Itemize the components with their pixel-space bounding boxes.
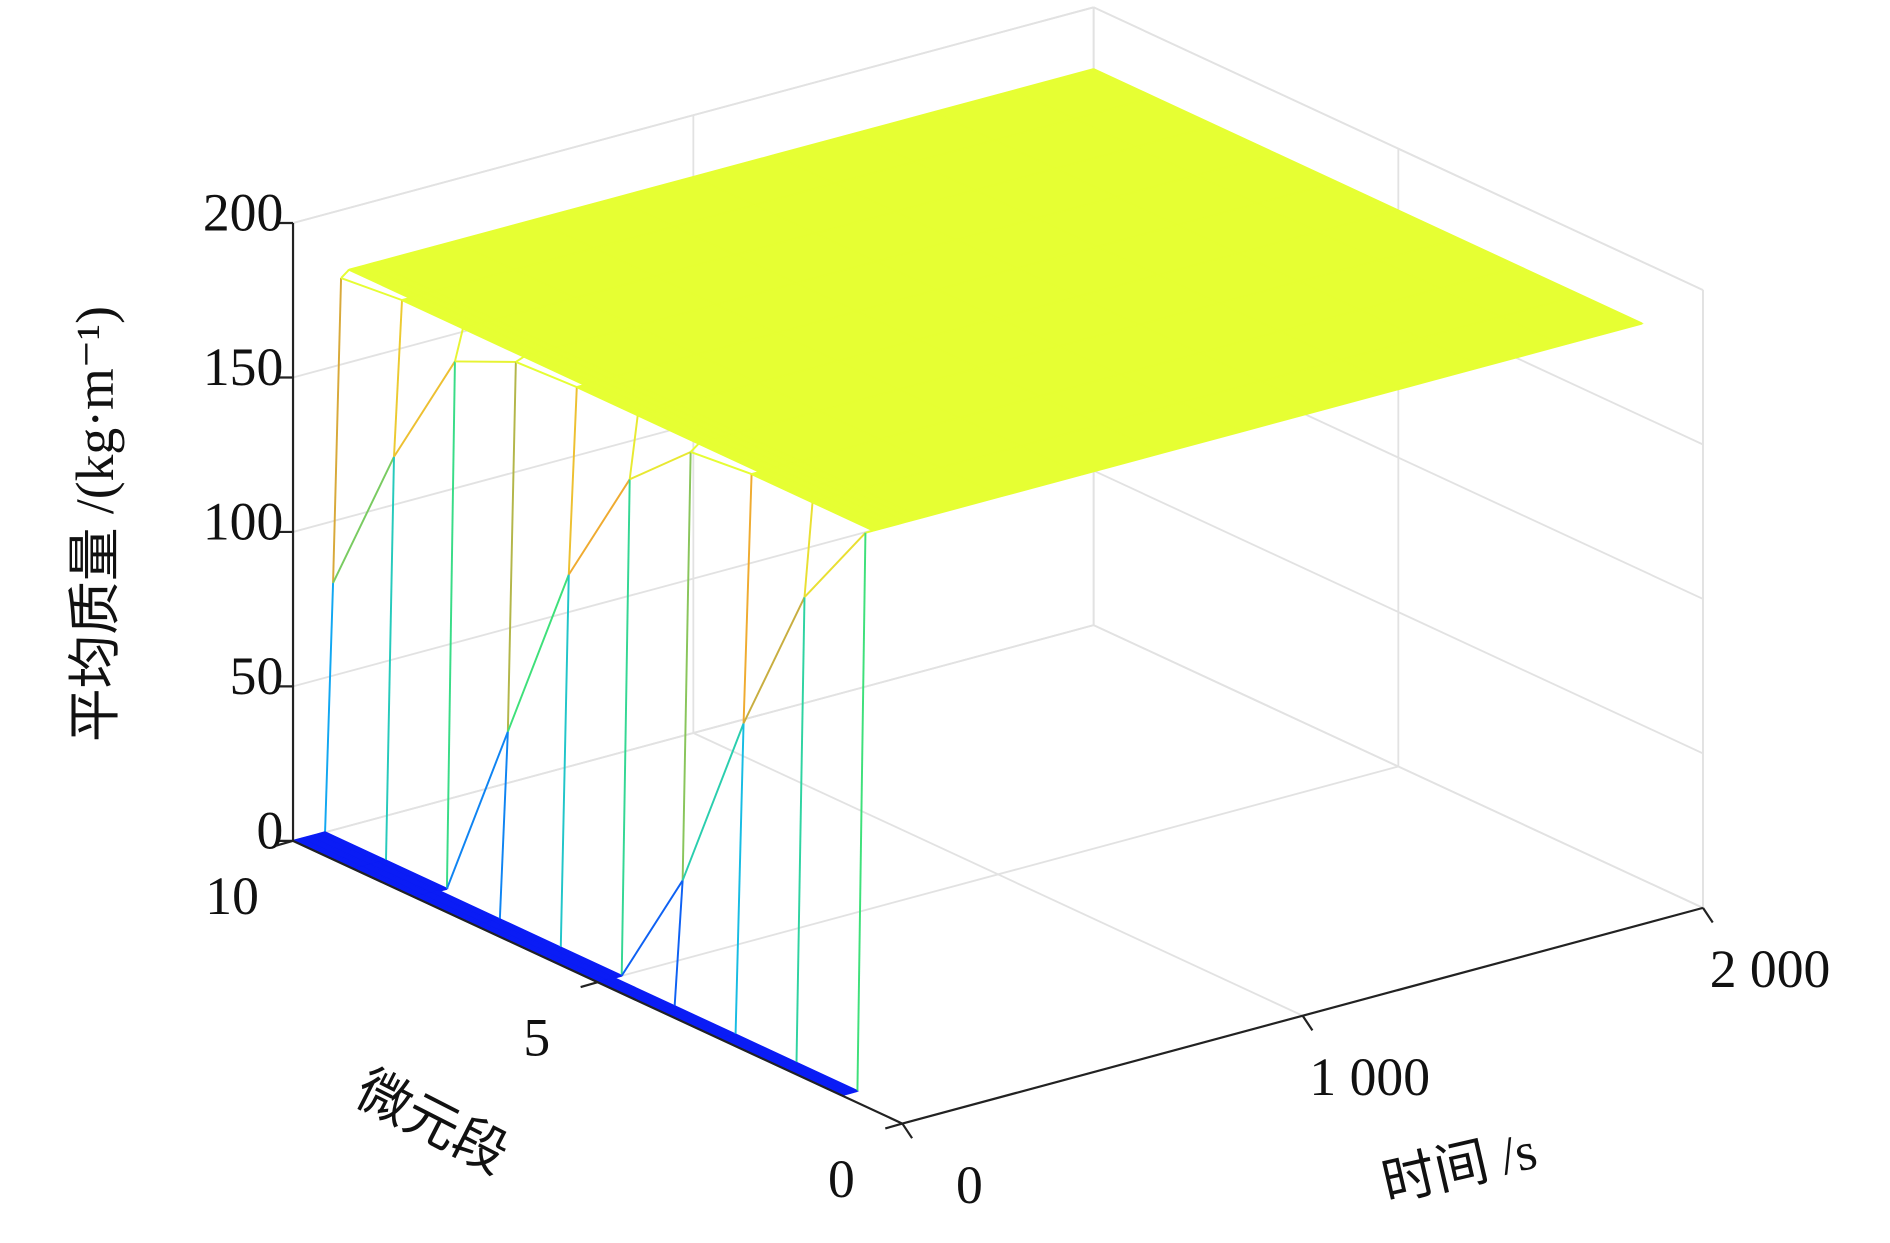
mesh-face: [786, 1062, 860, 1094]
mesh-line: [795, 597, 806, 1063]
mesh-line: [1161, 430, 1242, 454]
mesh-line: [905, 518, 914, 523]
mesh-line: [348, 268, 411, 299]
mesh-line: [445, 361, 456, 889]
mesh-face: [421, 892, 494, 925]
mesh-line: [340, 269, 350, 279]
mesh-line: [1481, 344, 1563, 368]
mesh-line: [803, 532, 867, 598]
mesh-line: [1321, 387, 1403, 411]
grid-line: [292, 624, 1094, 842]
mesh-line: [1561, 322, 1643, 347]
mesh-line: [567, 387, 578, 575]
mesh-line: [637, 414, 700, 445]
mesh-line: [913, 516, 922, 521]
mesh-face: [664, 1005, 738, 1038]
mesh-line: [506, 574, 570, 733]
mesh-line: [897, 521, 906, 526]
grid-line: [597, 765, 1399, 984]
mesh-line: [393, 360, 456, 458]
y-tick-label: 0: [956, 1155, 983, 1215]
y-tick: [901, 1122, 914, 1139]
x-tick-label: 0: [828, 1149, 855, 1209]
mesh-line: [889, 523, 898, 528]
mesh-line: [742, 474, 753, 724]
mesh-line: [385, 456, 395, 861]
mesh-line: [873, 527, 882, 532]
x-tick-label: 5: [523, 1007, 550, 1067]
mesh-line: [332, 456, 395, 584]
y-tick-label: 2 000: [1710, 939, 1831, 999]
mesh-line: [1081, 452, 1162, 476]
z-tick-label: 50: [230, 646, 284, 706]
mesh-line: [689, 442, 700, 453]
mesh-line: [559, 574, 570, 948]
mesh-line: [881, 525, 890, 530]
mesh-line: [576, 386, 639, 417]
y-tick-label: 1 000: [1309, 1047, 1430, 1107]
y-tick: [1301, 1015, 1314, 1031]
mesh-line: [523, 355, 586, 386]
mesh-line: [673, 880, 684, 1007]
mesh-line: [812, 501, 874, 532]
mesh-line: [751, 473, 813, 504]
mesh-line: [453, 328, 464, 362]
mesh-line: [620, 479, 631, 976]
mesh-line: [515, 361, 578, 388]
x-axis-label: 微元段: [347, 1059, 518, 1185]
x-tick: [884, 1122, 903, 1130]
mesh-face: [725, 1033, 799, 1066]
mesh-line: [515, 355, 525, 363]
x-tick-label: 10: [205, 866, 259, 926]
mesh-line: [1401, 365, 1483, 390]
mesh-face: [778, 1064, 852, 1096]
mesh-face: [595, 979, 669, 1012]
mesh-line: [629, 451, 692, 481]
mesh-line: [681, 451, 692, 881]
z-tick-label: 150: [203, 337, 283, 397]
x-tick: [275, 839, 294, 847]
mesh-line: [742, 596, 806, 724]
mesh-line: [628, 415, 639, 480]
mesh-line: [498, 731, 509, 920]
mesh-line: [849, 1090, 858, 1095]
mesh-line: [856, 532, 867, 1092]
x-tick: [580, 981, 598, 989]
mesh-face: [542, 948, 616, 981]
z-tick-label: 100: [203, 491, 283, 551]
mesh-line: [1241, 408, 1323, 433]
mesh-line: [324, 582, 335, 833]
mesh-line: [446, 731, 509, 890]
mesh-line: [393, 300, 403, 457]
mesh-line: [698, 442, 760, 473]
mesh-line: [865, 529, 874, 534]
mesh-line: [401, 299, 464, 330]
mesh-line: [1001, 473, 1082, 498]
mesh-face: [603, 977, 677, 1009]
mesh-line: [734, 723, 745, 1035]
mesh-line: [340, 277, 403, 302]
mesh-face: [656, 1007, 730, 1040]
mesh-line: [681, 723, 745, 881]
z-tick-label: 0: [256, 800, 283, 860]
z-tick-label: 200: [203, 182, 283, 242]
mesh-face: [482, 920, 555, 953]
mesh-face: [717, 1035, 791, 1068]
box-edge: [292, 6, 1094, 224]
z-axis-label: 平均质量 /(kg·m⁻¹): [65, 306, 125, 742]
mesh-line: [462, 327, 525, 358]
y-axis-label: 时间 /s: [1376, 1120, 1542, 1214]
mesh-line: [567, 478, 631, 576]
mesh-line: [803, 502, 814, 598]
box-edge: [1093, 6, 1704, 291]
y-tick: [1702, 907, 1714, 924]
mesh-line: [921, 495, 1002, 519]
mesh-line: [506, 361, 517, 732]
mesh-line: [690, 451, 752, 475]
mesh-line: [332, 278, 343, 583]
mesh-line: [620, 879, 684, 977]
